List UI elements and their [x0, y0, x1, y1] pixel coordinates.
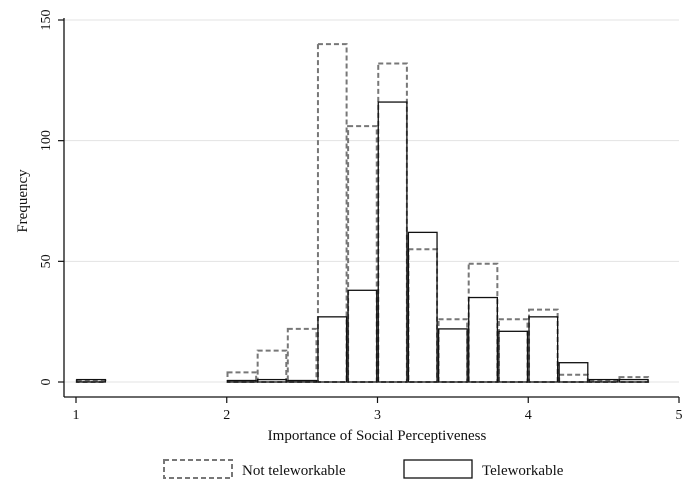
teleworkable-bar [468, 296, 498, 383]
legend-label-teleworkable: Teleworkable [482, 463, 564, 479]
teleworkable-bar [347, 289, 378, 383]
gridlines [64, 19, 679, 383]
y-tick-label: 100 [39, 130, 54, 151]
not-teleworkable-bar [377, 62, 408, 383]
y-tick-label: 150 [39, 10, 54, 31]
teleworkable-bar [317, 316, 348, 383]
teleworkable-bar [226, 379, 257, 383]
x-tick-label: 2 [223, 408, 230, 423]
not-teleworkable-bar [558, 373, 589, 384]
teleworkable-bar [287, 379, 318, 383]
not-teleworkable-bar [497, 318, 529, 383]
axes [63, 18, 679, 398]
teleworkable-bar [437, 328, 468, 383]
teleworkable-bar [76, 378, 107, 383]
teleworkable-bar [528, 316, 559, 383]
x-tick-label: 5 [676, 408, 683, 423]
teleworkable-bar [407, 231, 438, 383]
legend-swatch-teleworkable [403, 459, 473, 479]
x-tick-label: 1 [73, 408, 80, 423]
not-teleworkable-bar [286, 327, 318, 384]
not-teleworkable-bar [256, 349, 288, 384]
not-teleworkable-bar [407, 248, 439, 383]
y-ticks: 0 50 100 150 [39, 10, 64, 386]
y-tick-label: 0 [39, 379, 54, 386]
not-teleworkable-bar [316, 43, 348, 384]
x-ticks: 1 2 3 4 5 [73, 397, 683, 423]
teleworkable-bars [76, 101, 649, 383]
not-teleworkable-bar [467, 262, 499, 384]
y-axis-title: Frequency [15, 169, 31, 233]
not-teleworkable-bars [75, 43, 650, 384]
y-tick-label: 50 [39, 254, 54, 268]
teleworkable-bar [377, 101, 408, 383]
legend-label-not-teleworkable: Not teleworkable [242, 463, 346, 479]
x-tick-label: 4 [525, 408, 532, 423]
teleworkable-bar [588, 378, 619, 383]
teleworkable-bar [498, 330, 529, 383]
teleworkable-bar [257, 378, 287, 383]
teleworkable-bar [618, 378, 649, 383]
x-tick-label: 3 [374, 408, 381, 423]
not-teleworkable-bar [347, 125, 378, 384]
legend: Not teleworkable Teleworkable [163, 459, 564, 479]
legend-swatch-not-teleworkable [163, 459, 233, 479]
x-axis-title: Importance of Social Perceptiveness [268, 428, 487, 444]
teleworkable-bar [558, 362, 589, 383]
not-teleworkable-bar [528, 308, 559, 384]
